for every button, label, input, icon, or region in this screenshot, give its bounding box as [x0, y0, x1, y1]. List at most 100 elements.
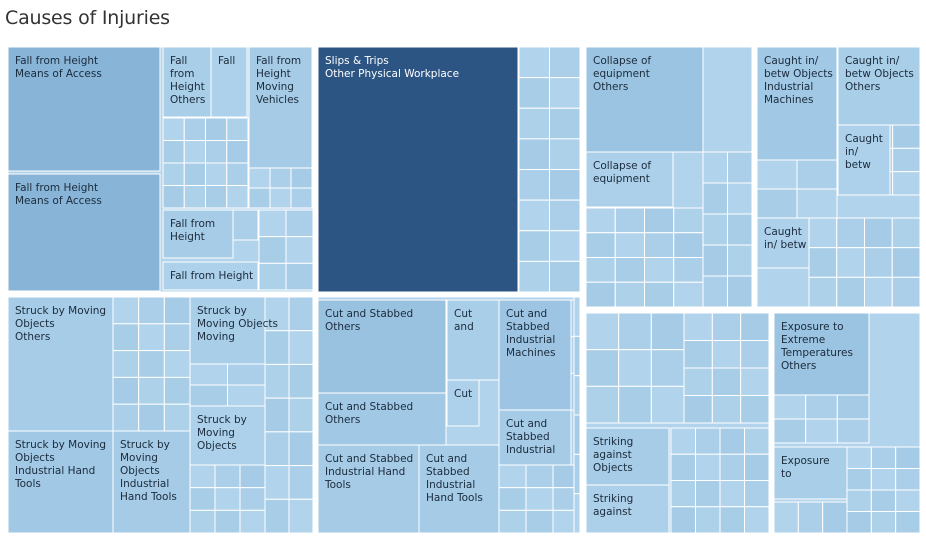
treemap-tile[interactable]	[446, 379, 480, 427]
treemap-filler-tile[interactable]	[719, 427, 745, 455]
treemap-tile[interactable]	[7, 296, 114, 432]
treemap-filler-tile[interactable]	[740, 395, 770, 424]
treemap-filler-tile[interactable]	[290, 187, 313, 209]
treemap-filler-tile[interactable]	[719, 453, 745, 481]
treemap-filler-tile[interactable]	[670, 480, 696, 508]
treemap-filler-tile[interactable]	[711, 340, 742, 369]
treemap-filler-tile[interactable]	[138, 403, 165, 432]
treemap-filler-tile[interactable]	[618, 312, 652, 351]
treemap-filler-tile[interactable]	[702, 213, 728, 246]
treemap-filler-tile[interactable]	[290, 167, 313, 189]
treemap-filler-tile[interactable]	[573, 453, 581, 495]
treemap-filler-tile[interactable]	[163, 350, 191, 378]
treemap-filler-tile[interactable]	[683, 367, 713, 396]
treemap-filler-tile[interactable]	[895, 446, 921, 469]
treemap-filler-tile[interactable]	[846, 446, 872, 469]
treemap-filler-tile[interactable]	[239, 509, 266, 534]
treemap-filler-tile[interactable]	[163, 403, 191, 432]
treemap-filler-tile[interactable]	[719, 480, 745, 508]
treemap-filler-tile[interactable]	[892, 171, 921, 196]
treemap-tile[interactable]	[248, 46, 313, 169]
treemap-filler-tile[interactable]	[614, 281, 645, 308]
treemap-filler-tile[interactable]	[525, 509, 554, 534]
treemap-filler-tile[interactable]	[892, 124, 921, 149]
treemap-filler-tile[interactable]	[650, 349, 685, 387]
treemap-tile[interactable]	[112, 430, 191, 534]
treemap-filler-tile[interactable]	[285, 262, 314, 291]
treemap-filler-tile[interactable]	[796, 188, 838, 219]
treemap-filler-tile[interactable]	[585, 257, 616, 283]
treemap-filler-tile[interactable]	[822, 501, 848, 534]
treemap-filler-tile[interactable]	[226, 185, 249, 209]
treemap-filler-tile[interactable]	[870, 446, 897, 469]
treemap-tile[interactable]	[189, 296, 266, 365]
treemap-filler-tile[interactable]	[518, 199, 550, 232]
treemap-tile[interactable]	[189, 405, 266, 466]
treemap-tile[interactable]	[585, 46, 704, 153]
treemap-filler-tile[interactable]	[773, 501, 799, 534]
treemap-filler-tile[interactable]	[573, 493, 581, 534]
treemap-filler-tile[interactable]	[525, 464, 554, 489]
treemap-filler-tile[interactable]	[585, 232, 616, 258]
treemap-filler-tile[interactable]	[288, 431, 314, 467]
treemap-filler-tile[interactable]	[870, 489, 897, 512]
treemap-filler-tile[interactable]	[585, 312, 620, 351]
treemap-filler-tile[interactable]	[614, 232, 645, 258]
treemap-filler-tile[interactable]	[549, 199, 581, 232]
treemap-filler-tile[interactable]	[744, 453, 770, 481]
treemap-filler-tile[interactable]	[711, 367, 742, 396]
treemap-filler-tile[interactable]	[683, 312, 713, 341]
treemap-filler-tile[interactable]	[650, 312, 685, 351]
treemap-filler-tile[interactable]	[614, 207, 645, 234]
treemap-filler-tile[interactable]	[112, 403, 140, 432]
treemap-filler-tile[interactable]	[836, 247, 865, 278]
treemap-filler-tile[interactable]	[891, 217, 921, 249]
treemap-filler-tile[interactable]	[808, 276, 838, 308]
treemap-filler-tile[interactable]	[673, 281, 704, 308]
treemap-tile[interactable]	[498, 299, 572, 411]
treemap-filler-tile[interactable]	[288, 465, 314, 500]
treemap-tile[interactable]	[210, 46, 248, 118]
treemap-tile[interactable]	[7, 46, 161, 172]
treemap-filler-tile[interactable]	[670, 427, 696, 455]
treemap-filler-tile[interactable]	[864, 276, 893, 308]
treemap-filler-tile[interactable]	[138, 323, 165, 352]
treemap-filler-tile[interactable]	[585, 207, 616, 234]
treemap-filler-tile[interactable]	[695, 480, 721, 508]
treemap-filler-tile[interactable]	[498, 487, 527, 511]
treemap-filler-tile[interactable]	[264, 330, 290, 365]
treemap-filler-tile[interactable]	[239, 464, 266, 489]
treemap-filler-tile[interactable]	[727, 275, 753, 308]
treemap-filler-tile[interactable]	[264, 363, 290, 399]
treemap-filler-tile[interactable]	[670, 506, 696, 534]
treemap-filler-tile[interactable]	[226, 140, 249, 164]
treemap-filler-tile[interactable]	[670, 453, 696, 481]
treemap-tile[interactable]	[585, 151, 674, 208]
treemap-filler-tile[interactable]	[702, 151, 728, 184]
treemap-filler-tile[interactable]	[183, 117, 206, 141]
treemap-filler-tile[interactable]	[205, 117, 228, 141]
treemap-filler-tile[interactable]	[248, 167, 271, 189]
treemap-filler-tile[interactable]	[288, 363, 314, 399]
treemap-filler-tile[interactable]	[673, 232, 704, 258]
treemap-filler-tile[interactable]	[205, 185, 228, 209]
treemap-filler-tile[interactable]	[112, 296, 140, 325]
treemap-filler-tile[interactable]	[288, 330, 314, 365]
treemap-filler-tile[interactable]	[644, 207, 675, 234]
treemap-filler-tile[interactable]	[797, 501, 824, 534]
treemap-filler-tile[interactable]	[549, 77, 581, 109]
treemap-filler-tile[interactable]	[549, 169, 581, 201]
treemap-filler-tile[interactable]	[836, 276, 865, 308]
treemap-filler-tile[interactable]	[836, 217, 865, 249]
treemap-filler-tile[interactable]	[549, 107, 581, 140]
treemap-filler-tile[interactable]	[258, 209, 287, 238]
treemap-filler-tile[interactable]	[864, 217, 893, 249]
treemap-filler-tile[interactable]	[744, 480, 770, 508]
treemap-filler-tile[interactable]	[702, 244, 728, 277]
treemap-filler-tile[interactable]	[650, 385, 685, 424]
treemap-filler-tile[interactable]	[573, 296, 581, 337]
treemap-filler-tile[interactable]	[518, 138, 550, 170]
treemap-filler-tile[interactable]	[895, 511, 921, 534]
treemap-filler-tile[interactable]	[618, 385, 652, 424]
treemap-filler-tile[interactable]	[112, 323, 140, 352]
